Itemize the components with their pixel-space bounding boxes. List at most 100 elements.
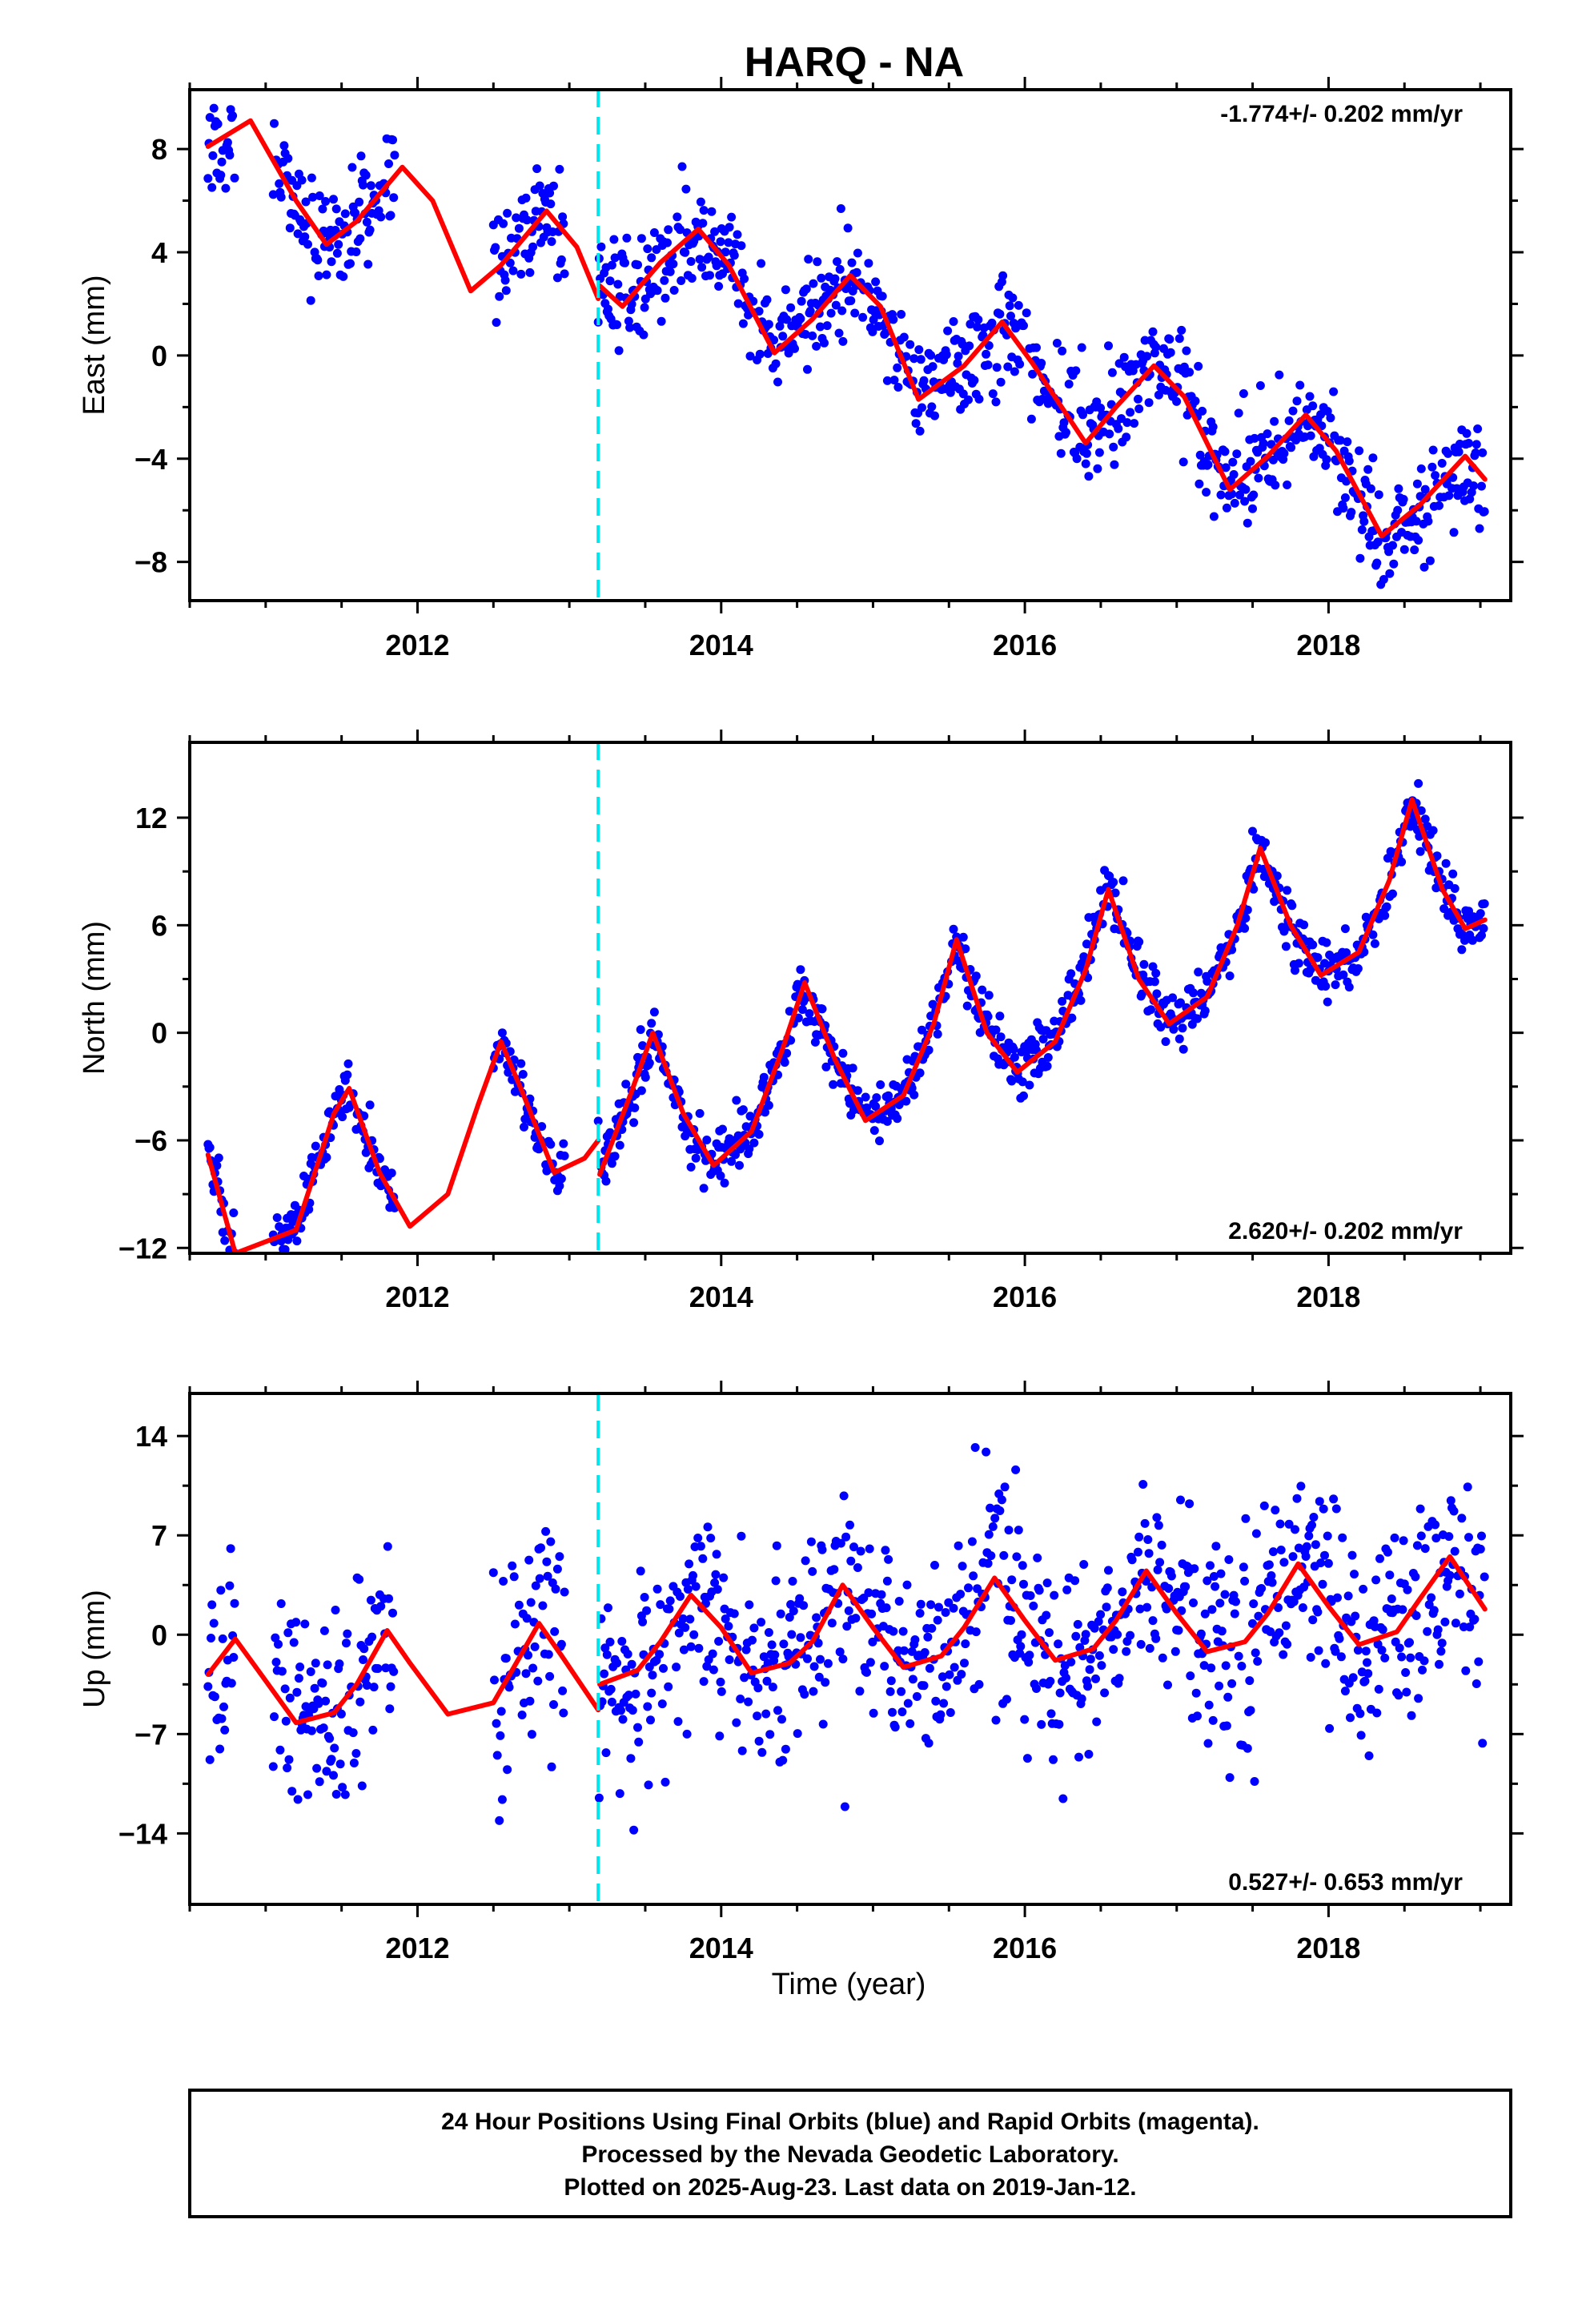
- y-tick-label: −7: [135, 1718, 167, 1751]
- data-point: [875, 1136, 884, 1146]
- data-point: [1193, 1711, 1202, 1721]
- data-point: [1250, 1777, 1259, 1786]
- data-point: [1056, 448, 1066, 458]
- data-point: [1140, 1518, 1150, 1528]
- data-point: [1363, 1658, 1371, 1667]
- data-point: [552, 273, 562, 283]
- data-point: [230, 173, 239, 183]
- data-point: [661, 293, 670, 303]
- data-point: [786, 303, 796, 312]
- data-point: [1437, 1638, 1447, 1648]
- data-point: [665, 1604, 674, 1614]
- data-point: [669, 259, 678, 269]
- data-point: [1250, 433, 1259, 443]
- data-point: [877, 1590, 886, 1599]
- data-point: [1239, 1562, 1248, 1572]
- data-point: [558, 1686, 568, 1695]
- data-point: [311, 1659, 320, 1668]
- data-point: [319, 1626, 329, 1635]
- data-point: [535, 1574, 544, 1583]
- data-point: [898, 1626, 908, 1636]
- data-point: [1006, 312, 1015, 321]
- data-point: [1383, 854, 1392, 863]
- data-point: [555, 1181, 564, 1191]
- data-point: [1435, 501, 1443, 510]
- data-point: [1428, 445, 1438, 455]
- data-point: [682, 1729, 692, 1739]
- data-point: [660, 275, 669, 285]
- data-point: [1015, 360, 1025, 369]
- data-point: [280, 1684, 290, 1694]
- data-point: [1335, 1634, 1344, 1643]
- data-point: [1420, 1544, 1430, 1554]
- data-point: [1146, 1005, 1155, 1015]
- data-point: [793, 1013, 803, 1023]
- data-point: [1311, 1540, 1320, 1550]
- data-point: [1199, 1661, 1209, 1671]
- data-point: [836, 1538, 845, 1548]
- data-point: [307, 173, 316, 183]
- data-point: [901, 1096, 911, 1106]
- data-point: [1241, 1514, 1251, 1523]
- data-point: [1343, 1591, 1353, 1601]
- data-point: [338, 1112, 347, 1122]
- data-point: [971, 971, 981, 981]
- data-point: [1142, 1602, 1152, 1612]
- data-point: [1480, 899, 1489, 908]
- data-point: [1263, 429, 1272, 439]
- data-point: [325, 1734, 335, 1743]
- data-point: [782, 1048, 792, 1058]
- data-point: [1018, 1561, 1027, 1570]
- data-point: [1471, 448, 1480, 457]
- data-point: [1058, 346, 1067, 356]
- data-point: [915, 1068, 925, 1078]
- data-point: [322, 1152, 331, 1162]
- data-point: [1279, 1650, 1288, 1659]
- data-point: [593, 1116, 603, 1126]
- data-point: [1097, 1661, 1106, 1671]
- data-point: [839, 1491, 849, 1501]
- plot-area: [203, 778, 1489, 1253]
- data-point: [780, 1058, 789, 1068]
- data-point: [799, 1601, 809, 1610]
- data-point: [1025, 1080, 1034, 1090]
- data-point: [809, 1662, 819, 1671]
- data-point: [1234, 408, 1243, 418]
- data-point: [1414, 1694, 1423, 1703]
- data-point: [492, 318, 501, 328]
- data-point: [1431, 471, 1440, 480]
- data-point: [1387, 1594, 1396, 1603]
- data-point: [1081, 1630, 1090, 1639]
- data-point: [842, 1622, 852, 1631]
- data-point: [1433, 1625, 1443, 1634]
- data-point: [1246, 1706, 1255, 1715]
- data-point: [1211, 1542, 1221, 1551]
- data-point: [1399, 1536, 1408, 1546]
- data-point: [753, 1683, 763, 1693]
- data-point: [373, 1664, 383, 1673]
- y-tick-label: −4: [135, 443, 167, 476]
- data-point: [797, 296, 806, 306]
- data-point: [806, 1537, 816, 1546]
- data-point: [1270, 416, 1279, 426]
- data-point: [1267, 1578, 1277, 1587]
- data-point: [220, 1725, 230, 1735]
- data-point: [501, 1654, 511, 1663]
- data-point: [882, 1116, 892, 1126]
- data-point: [627, 1659, 636, 1669]
- data-point: [1339, 970, 1348, 979]
- data-point: [602, 1650, 612, 1659]
- data-point: [1240, 497, 1250, 506]
- data-point: [847, 258, 857, 267]
- data-point: [868, 327, 877, 336]
- data-point: [748, 1635, 757, 1645]
- data-point: [1234, 1651, 1243, 1661]
- data-point: [801, 1556, 810, 1566]
- data-point: [1446, 1496, 1456, 1506]
- data-point: [1004, 1526, 1014, 1535]
- data-point: [757, 1618, 766, 1627]
- data-point: [1058, 1794, 1068, 1803]
- data-point: [1077, 343, 1086, 352]
- data-point: [958, 1562, 967, 1571]
- x-ticks: [188, 730, 1482, 1266]
